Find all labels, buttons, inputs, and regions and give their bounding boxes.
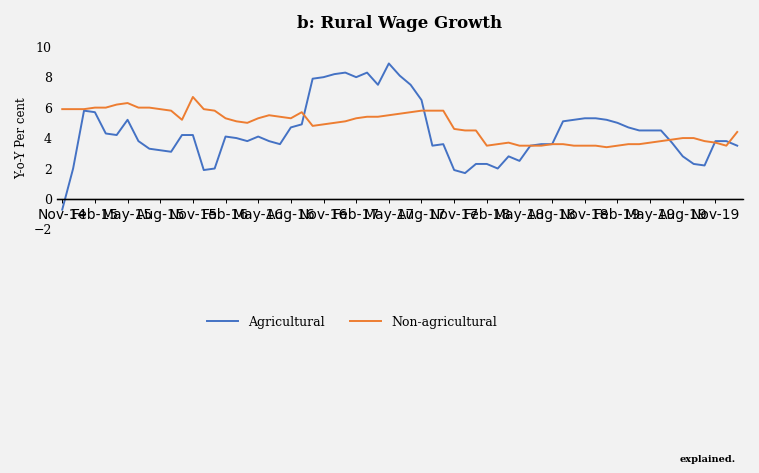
Non-agricultural (384, 113, 393, 118)
Agricultural (722, 138, 731, 144)
Agricultural (406, 82, 415, 88)
Agricultural (732, 143, 742, 149)
Agricultural (373, 82, 383, 88)
Line: Non-agricultural: Non-agricultural (62, 97, 737, 147)
Y-axis label: Y-o-Y Per cent: Y-o-Y Per cent (15, 97, 28, 179)
Non-agricultural (602, 144, 611, 150)
Non-agricultural (188, 94, 197, 100)
Agricultural (537, 141, 546, 147)
Agricultural (384, 61, 393, 66)
Line: Agricultural: Agricultural (62, 63, 737, 210)
Non-agricultural (722, 143, 731, 149)
Title: b: Rural Wage Growth: b: Rural Wage Growth (298, 15, 502, 32)
Legend: Agricultural, Non-agricultural: Agricultural, Non-agricultural (202, 311, 502, 333)
Non-agricultural (276, 114, 285, 120)
Text: explained.: explained. (680, 455, 736, 464)
Non-agricultural (58, 106, 67, 112)
Non-agricultural (537, 143, 546, 149)
Non-agricultural (732, 129, 742, 135)
Non-agricultural (406, 109, 415, 115)
Agricultural (243, 138, 252, 144)
Agricultural (58, 207, 67, 212)
Agricultural (265, 138, 274, 144)
Non-agricultural (254, 115, 263, 121)
